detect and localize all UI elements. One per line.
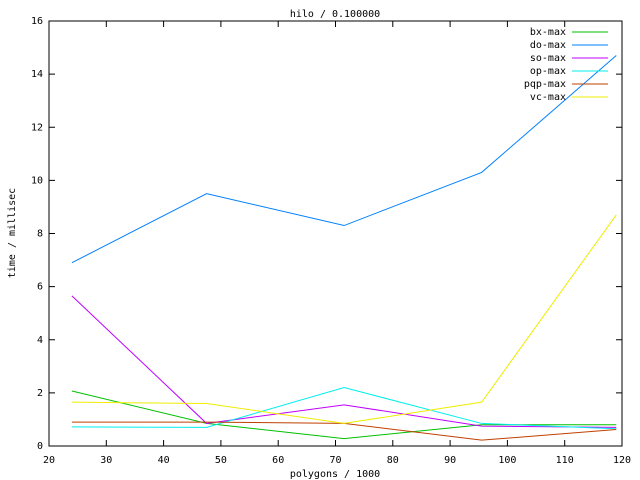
chart-title: hilo / 0.100000	[290, 9, 380, 20]
legend-label: bx-max	[530, 27, 566, 38]
legend-label: vc-max	[530, 92, 566, 103]
y-tick-label: 12	[31, 122, 43, 133]
y-axis-label: time / millisec	[7, 188, 18, 278]
x-tick-label: 70	[329, 455, 341, 466]
y-tick-label: 0	[37, 441, 43, 452]
y-tick-label: 4	[37, 335, 43, 346]
x-axis-label: polygons / 1000	[290, 469, 380, 480]
series-line	[71, 390, 617, 440]
y-tick-label: 14	[31, 69, 43, 80]
y-tick-label: 2	[37, 388, 43, 399]
y-tick-label: 6	[37, 282, 43, 293]
x-tick-label: 30	[100, 455, 112, 466]
series-line	[71, 214, 617, 424]
y-tick-label: 10	[31, 175, 43, 186]
y-tick-label: 16	[31, 16, 43, 27]
legend-label: op-max	[530, 66, 566, 77]
series-line	[71, 295, 617, 428]
x-tick-label: 110	[556, 455, 574, 466]
legend-label: so-max	[530, 53, 566, 64]
series-line	[71, 387, 617, 430]
x-tick-label: 100	[498, 455, 516, 466]
legend-label: pqp-max	[524, 79, 566, 90]
x-tick-label: 80	[387, 455, 399, 466]
x-tick-label: 90	[444, 455, 456, 466]
y-tick-label: 8	[37, 229, 43, 240]
legend-label: do-max	[530, 40, 566, 51]
series-line	[71, 55, 617, 264]
x-tick-label: 50	[215, 455, 227, 466]
x-tick-label: 40	[158, 455, 170, 466]
x-tick-label: 20	[43, 455, 55, 466]
x-tick-label: 120	[613, 455, 631, 466]
x-tick-label: 60	[272, 455, 284, 466]
